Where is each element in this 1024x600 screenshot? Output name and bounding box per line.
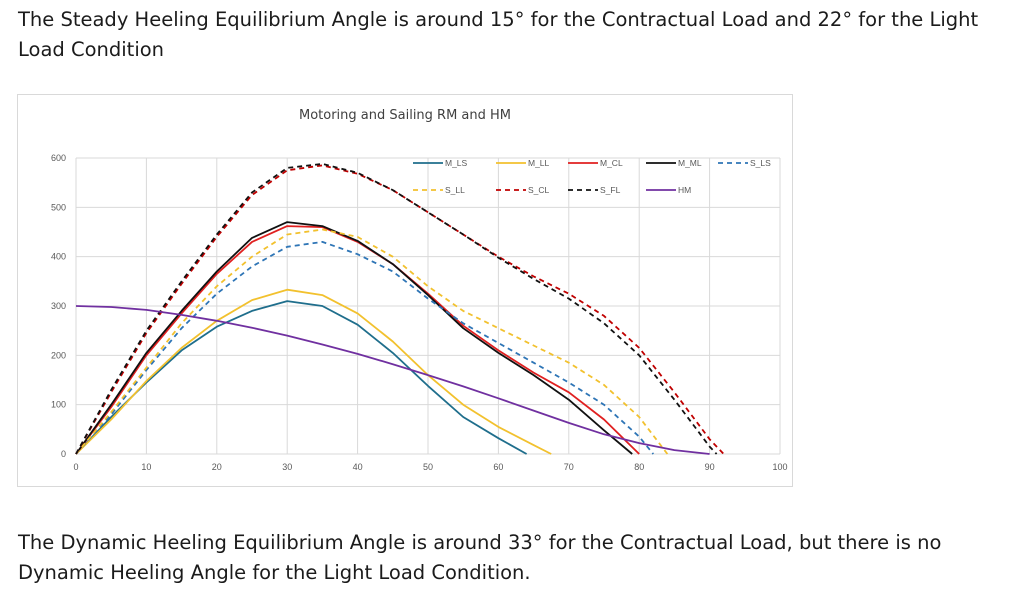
steady-heeling-text: The Steady Heeling Equilibrium Angle is … (18, 8, 979, 61)
x-tick-label: 10 (141, 462, 151, 472)
dynamic-heeling-text: The Dynamic Heeling Equilibrium Angle is… (18, 531, 942, 584)
x-tick-label: 100 (772, 462, 787, 472)
axes: 0 10 20 30 40 50 60 70 80 90 100 0 100 200 300 400 500 60… (51, 153, 788, 472)
y-tick-label: 600 (51, 153, 66, 163)
legend-label: S_LS (750, 158, 771, 168)
legend-label: S_FL (600, 185, 621, 195)
series-lines (75, 163, 725, 455)
legend-label: S_CL (528, 185, 550, 195)
legend-label: M_CL (600, 158, 623, 168)
legend-label: S_LL (445, 185, 465, 195)
y-tick-label: 500 (51, 202, 66, 212)
x-tick-label: 20 (212, 462, 222, 472)
series-line-s-ls (75, 240, 654, 455)
x-tick-label: 90 (705, 462, 715, 472)
series-line-m-ml (75, 221, 633, 455)
series-line-s-fl (75, 163, 718, 455)
y-tick-label: 300 (51, 301, 66, 311)
x-tick-label: 0 (73, 462, 78, 472)
series-line-m-ls (75, 300, 528, 455)
x-tick-label: 50 (423, 462, 433, 472)
legend-label: M_LS (445, 158, 468, 168)
legend: M_LS M_LL M_CL M_ML S_LS S_LL S_CL S_FL HM (413, 158, 771, 195)
y-tick-label: 400 (51, 252, 66, 262)
legend-label: M_LL (528, 158, 550, 168)
legend-label: HM (678, 185, 691, 195)
x-tick-label: 80 (634, 462, 644, 472)
series-line-hm (75, 305, 710, 455)
heeling-chart: Motoring and Sailing RM and HM 0 10 20 30 40… (51, 108, 788, 472)
y-tick-label: 100 (51, 400, 66, 410)
series-line-s-ll (75, 228, 669, 455)
x-tick-label: 40 (353, 462, 363, 472)
series-line-m-ll (75, 288, 552, 455)
x-tick-label: 70 (564, 462, 574, 472)
series-line-s-cl (75, 164, 725, 455)
x-tick-label: 30 (282, 462, 292, 472)
x-tick-label: 60 (493, 462, 503, 472)
grid (75, 157, 781, 455)
legend-label: M_ML (678, 158, 702, 168)
y-tick-label: 0 (61, 449, 66, 459)
chart-frame: Motoring and Sailing RM and HM 0 10 20 30 40… (17, 94, 793, 487)
chart-title: Motoring and Sailing RM and HM (299, 108, 511, 123)
y-tick-label: 200 (51, 350, 66, 360)
